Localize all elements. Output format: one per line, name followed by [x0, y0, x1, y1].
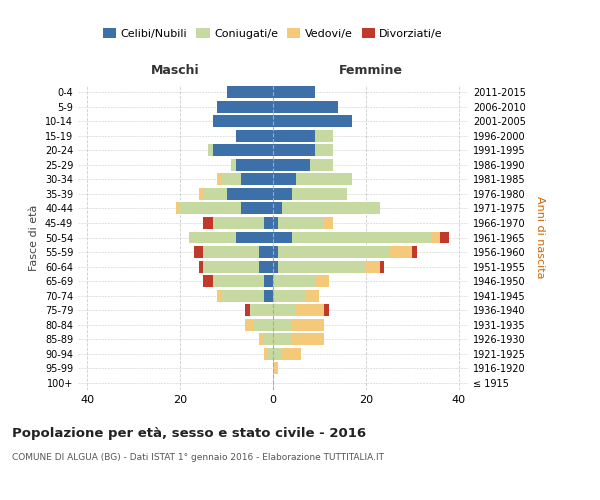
Bar	[259, 246, 273, 258]
Bar	[282, 202, 380, 214]
Bar	[227, 188, 273, 200]
Bar	[212, 116, 273, 128]
Bar	[282, 348, 301, 360]
Bar	[273, 188, 292, 200]
Bar	[273, 174, 296, 186]
Bar	[245, 318, 254, 330]
Y-axis label: Anni di nascita: Anni di nascita	[535, 196, 545, 279]
Bar	[440, 232, 449, 243]
Bar	[236, 232, 273, 243]
Bar	[250, 304, 273, 316]
Bar	[292, 188, 347, 200]
Bar	[278, 246, 389, 258]
Bar	[203, 188, 227, 200]
Bar	[273, 202, 282, 214]
Bar	[292, 232, 431, 243]
Bar	[236, 130, 273, 142]
Bar	[241, 174, 273, 186]
Bar	[380, 260, 385, 272]
Legend: Celibi/Nubili, Coniugati/e, Vedovi/e, Divorziati/e: Celibi/Nubili, Coniugati/e, Vedovi/e, Di…	[98, 24, 448, 43]
Bar	[315, 275, 329, 287]
Bar	[199, 188, 203, 200]
Bar	[292, 318, 324, 330]
Bar	[217, 101, 273, 112]
Bar	[310, 159, 334, 171]
Bar	[176, 202, 180, 214]
Y-axis label: Fasce di età: Fasce di età	[29, 204, 39, 270]
Bar	[366, 260, 380, 272]
Bar	[273, 116, 352, 128]
Bar	[241, 202, 273, 214]
Bar	[431, 232, 440, 243]
Text: Femmine: Femmine	[338, 64, 403, 78]
Bar	[268, 348, 273, 360]
Bar	[273, 318, 292, 330]
Bar	[273, 86, 315, 98]
Bar	[264, 348, 268, 360]
Text: Popolazione per età, sesso e stato civile - 2016: Popolazione per età, sesso e stato civil…	[12, 428, 366, 440]
Bar	[278, 217, 324, 229]
Bar	[203, 260, 259, 272]
Bar	[412, 246, 417, 258]
Bar	[217, 174, 222, 186]
Bar	[273, 144, 315, 156]
Bar	[324, 217, 334, 229]
Bar	[324, 304, 329, 316]
Text: COMUNE DI ALGUA (BG) - Dati ISTAT 1° gennaio 2016 - Elaborazione TUTTITALIA.IT: COMUNE DI ALGUA (BG) - Dati ISTAT 1° gen…	[12, 452, 384, 462]
Bar	[212, 144, 273, 156]
Bar	[203, 246, 259, 258]
Bar	[273, 232, 292, 243]
Bar	[180, 202, 241, 214]
Bar	[273, 260, 278, 272]
Bar	[273, 246, 278, 258]
Bar	[296, 304, 324, 316]
Bar	[278, 260, 366, 272]
Bar	[203, 275, 212, 287]
Text: Maschi: Maschi	[151, 64, 200, 78]
Bar	[273, 290, 305, 302]
Bar	[212, 217, 264, 229]
Bar	[273, 101, 338, 112]
Bar	[273, 130, 315, 142]
Bar	[264, 217, 273, 229]
Bar	[222, 174, 241, 186]
Bar	[199, 260, 203, 272]
Bar	[273, 275, 315, 287]
Bar	[315, 130, 334, 142]
Bar	[231, 159, 236, 171]
Bar	[245, 304, 250, 316]
Bar	[305, 290, 319, 302]
Bar	[389, 246, 412, 258]
Bar	[315, 144, 334, 156]
Bar	[212, 275, 264, 287]
Bar	[273, 333, 292, 345]
Bar	[217, 290, 222, 302]
Bar	[236, 159, 273, 171]
Bar	[273, 362, 278, 374]
Bar	[264, 275, 273, 287]
Bar	[273, 304, 296, 316]
Bar	[190, 232, 236, 243]
Bar	[203, 217, 212, 229]
Bar	[296, 174, 352, 186]
Bar	[208, 144, 212, 156]
Bar	[273, 217, 278, 229]
Bar	[194, 246, 203, 258]
Bar	[259, 333, 264, 345]
Bar	[264, 333, 273, 345]
Bar	[254, 318, 273, 330]
Bar	[273, 159, 310, 171]
Bar	[227, 86, 273, 98]
Bar	[222, 290, 264, 302]
Bar	[273, 348, 282, 360]
Bar	[292, 333, 324, 345]
Bar	[259, 260, 273, 272]
Bar	[264, 290, 273, 302]
